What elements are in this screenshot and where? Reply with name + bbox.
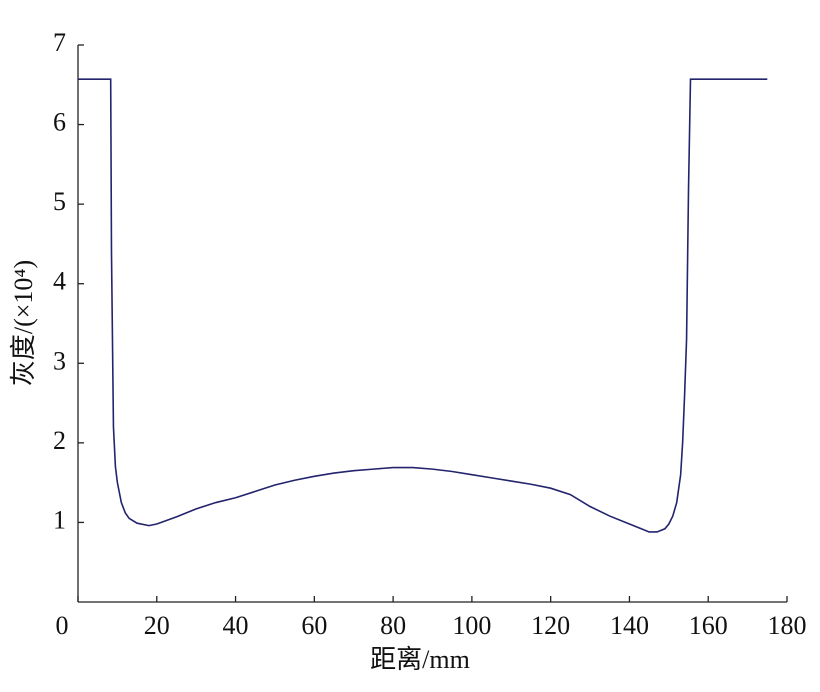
- y-tick-label: 2: [53, 426, 66, 455]
- y-tick-label: 4: [53, 267, 66, 296]
- x-tick-label: 60: [301, 611, 327, 640]
- x-tick-label: 160: [689, 611, 728, 640]
- x-tick-label: 120: [531, 611, 570, 640]
- y-tick-label: 5: [53, 187, 66, 216]
- x-tick-label: 80: [380, 611, 406, 640]
- x-tick-label: 140: [610, 611, 649, 640]
- x-tick-label: 40: [223, 611, 249, 640]
- x-tick-label: 0: [56, 611, 69, 640]
- x-axis-label: 距离/mm: [370, 645, 470, 674]
- x-tick-label: 100: [452, 611, 491, 640]
- y-tick-label: 3: [53, 346, 66, 375]
- data-line: [78, 78, 768, 533]
- y-tick-label: 7: [53, 28, 66, 57]
- x-tick-label: 20: [144, 611, 170, 640]
- y-axis-label: 灰度/(×10⁴): [9, 260, 38, 386]
- x-tick-label: 180: [768, 611, 807, 640]
- y-tick-label: 6: [53, 108, 66, 137]
- y-tick-label: 1: [53, 505, 66, 534]
